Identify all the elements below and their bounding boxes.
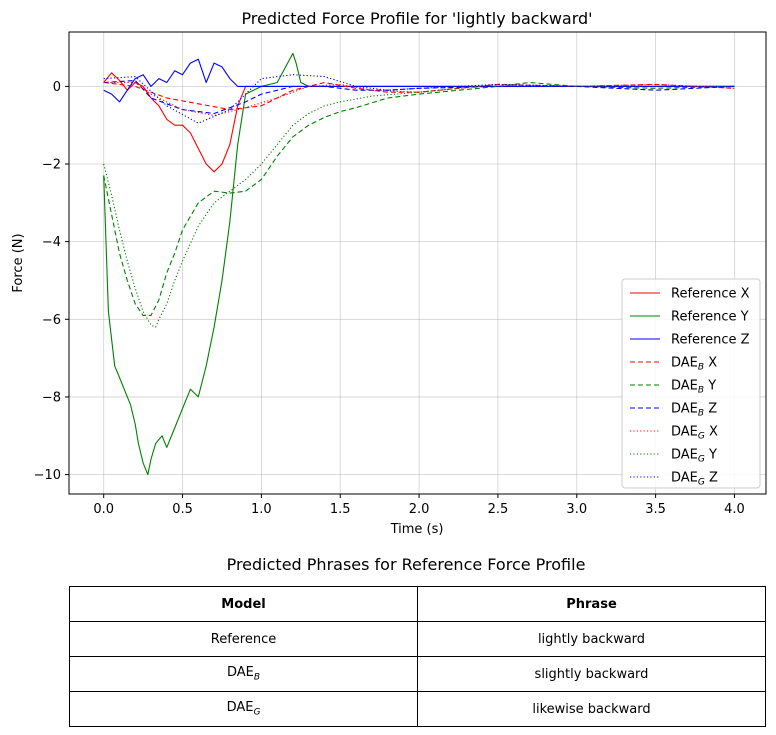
series-line-dae-g-y bbox=[103, 83, 735, 328]
y-tick-label: −6 bbox=[42, 313, 61, 328]
axis-ticks: 0.0 0.5 1.0 1.5 2.0 2.5 3.0 3.5 4.0 0 −2 −4 −6 −8 −10 bbox=[34, 80, 745, 517]
series-line-dae-b-y bbox=[103, 81, 735, 316]
table-row: DAEG likewise backward bbox=[69, 691, 766, 727]
series-line-reference-y bbox=[103, 52, 735, 476]
legend-label-dae-g-y: DAEG Y bbox=[671, 448, 717, 465]
x-tick-label: 1.0 bbox=[251, 502, 272, 517]
chart-title: Predicted Force Profile for 'lightly bac… bbox=[241, 9, 592, 28]
legend-label-reference-z: Reference Z bbox=[671, 333, 750, 348]
x-tick-label: 0.5 bbox=[172, 502, 193, 517]
table-row: DAEB slightly backward bbox=[69, 656, 766, 692]
legend-label-reference-x: Reference X bbox=[671, 287, 750, 302]
legend-label-dae-b-x: DAEB X bbox=[671, 356, 717, 373]
model-cell: DAEB bbox=[69, 656, 418, 692]
y-tick-label: −2 bbox=[42, 158, 61, 173]
legend-box bbox=[621, 278, 761, 489]
phrase-cell: lightly backward bbox=[417, 621, 766, 657]
model-cell: Reference bbox=[69, 621, 418, 657]
y-axis-label: Force (N) bbox=[11, 233, 26, 292]
y-tick-label: −10 bbox=[34, 468, 61, 483]
legend-label-dae-b-y: DAEB Y bbox=[671, 379, 716, 396]
table-row: Reference lightly backward bbox=[69, 621, 766, 657]
phrase-cell: likewise backward bbox=[417, 691, 766, 727]
table-title: Predicted Phrases for Reference Force Pr… bbox=[226, 555, 586, 574]
phrase-cell: slightly backward bbox=[417, 656, 766, 692]
x-tick-label: 3.5 bbox=[645, 502, 666, 517]
model-name: DAE bbox=[226, 665, 254, 681]
model-subscript: G bbox=[253, 707, 261, 718]
model-name: Reference bbox=[210, 631, 277, 647]
x-tick-label: 0.0 bbox=[93, 502, 114, 517]
legend-label-dae-g-x: DAEG X bbox=[671, 425, 718, 442]
series-lines bbox=[103, 52, 735, 476]
series-line-dae-b-z bbox=[103, 79, 735, 115]
phrases-table: Model Phrase Reference lightly backward … bbox=[69, 586, 766, 727]
series-line-dae-g-z bbox=[103, 74, 735, 124]
y-tick-label: 0 bbox=[53, 80, 61, 95]
model-cell: DAEG bbox=[69, 691, 418, 727]
x-tick-label: 2.0 bbox=[409, 502, 430, 517]
x-tick-label: 4.0 bbox=[724, 502, 745, 517]
model-name: DAE bbox=[226, 700, 254, 716]
model-subscript: B bbox=[253, 672, 261, 683]
table-header-row: Model Phrase bbox=[69, 586, 766, 622]
plot-frame bbox=[68, 31, 767, 495]
header-phrase: Phrase bbox=[417, 586, 766, 622]
y-tick-label: −8 bbox=[42, 390, 61, 405]
force-profile-chart: Predicted Force Profile for 'lightly bac… bbox=[11, 9, 767, 537]
x-axis-label: Time (s) bbox=[390, 522, 444, 537]
legend-label-dae-b-z: DAEB Z bbox=[671, 402, 717, 419]
legend-label-reference-y: Reference Y bbox=[671, 310, 749, 325]
x-tick-label: 2.5 bbox=[488, 502, 509, 517]
legend: Reference X Reference Y Reference Z DAEB X D… bbox=[621, 278, 761, 489]
header-model: Model bbox=[69, 586, 418, 622]
legend-label-dae-g-z: DAEG Z bbox=[671, 471, 718, 488]
y-tick-label: −4 bbox=[42, 235, 61, 250]
x-tick-label: 1.5 bbox=[330, 502, 351, 517]
series-line-reference-z bbox=[103, 58, 735, 103]
x-tick-label: 3.0 bbox=[566, 502, 587, 517]
